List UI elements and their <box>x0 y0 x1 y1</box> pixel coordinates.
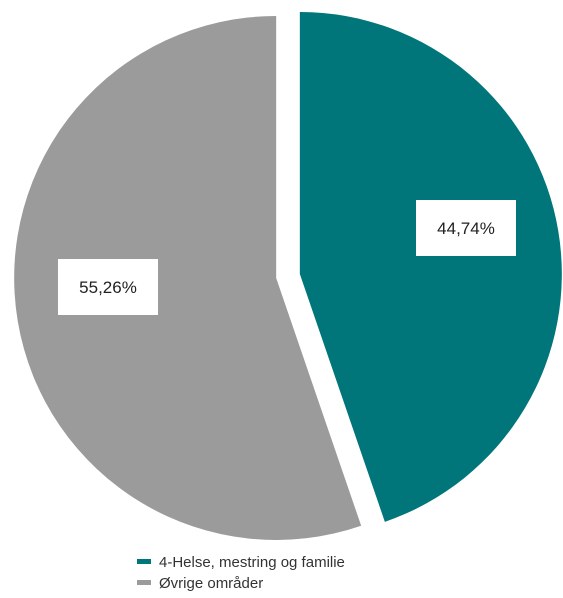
legend-item[interactable]: Øvrige områder <box>137 575 263 592</box>
data-label-text: 44,74% <box>437 219 495 238</box>
slice-health[interactable] <box>299 12 562 522</box>
legend-label-other: Øvrige områder <box>159 575 263 592</box>
data-label-health: 44,74% <box>416 200 516 256</box>
data-labels: 44,74% 55,26% <box>58 200 516 315</box>
pie-slices <box>14 12 562 540</box>
data-label-text: 55,26% <box>79 278 137 297</box>
data-label-box <box>58 259 158 315</box>
legend: 4-Helse, mestring og familie Øvrige områ… <box>137 554 345 592</box>
legend-item[interactable]: 4-Helse, mestring og familie <box>137 554 345 571</box>
legend-swatch-health <box>137 559 151 564</box>
data-label-box <box>416 200 516 256</box>
legend-label-health: 4-Helse, mestring og familie <box>159 554 345 571</box>
data-label-other: 55,26% <box>58 259 158 315</box>
legend-swatch-other <box>137 580 151 585</box>
slice-other[interactable] <box>14 15 362 540</box>
